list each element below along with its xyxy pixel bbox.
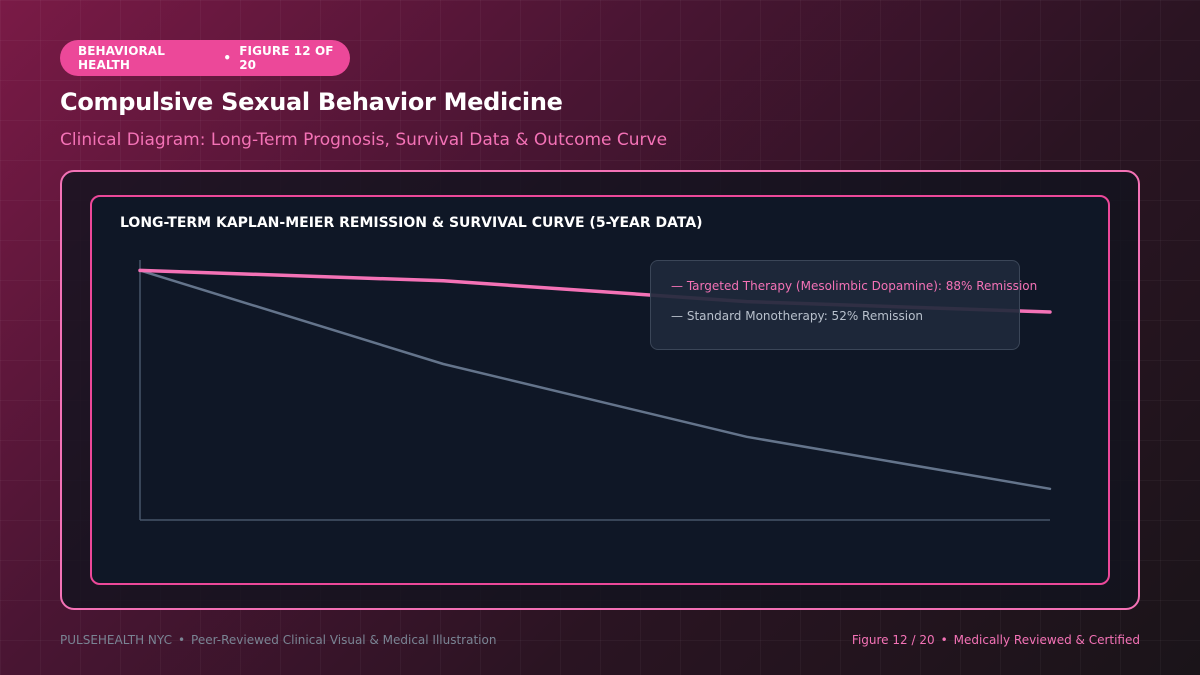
footer-right: Figure 12 / 20 • Medically Reviewed & Cert… (852, 633, 1140, 647)
footer-separator: • (177, 633, 186, 647)
legend-dash-standard: — (671, 309, 687, 323)
category-label: BEHAVIORAL HEALTH (78, 44, 165, 72)
page-subtitle: Clinical Diagram: Long-Term Prognosis, S… (60, 130, 668, 150)
footer-brand: PULSEHEALTH NYC (60, 633, 172, 647)
legend-dash-targeted: — (671, 279, 687, 293)
figure-label: FIGURE 12 OF 20 (239, 44, 334, 72)
badge-separator: • (223, 51, 232, 65)
footer-figure: Figure 12 / 20 (851, 633, 935, 647)
footer-left: PULSEHEALTH NYC • Peer-Reviewed Clinical V… (60, 633, 496, 647)
category-badge: BEHAVIORAL HEALTH • FIGURE 12 OF 20 (60, 40, 350, 76)
page-title: Compulsive Sexual Behavior Medicine (60, 88, 563, 116)
footer-separator-right: • (940, 633, 948, 647)
series-line-standard-monotherapy (138, 269, 1052, 491)
chart-legend: — Targeted Therapy (Mesolimbic Dopamine)… (650, 260, 1037, 350)
legend-label-targeted: Targeted Therapy (Mesolimbic Dopamine): … (686, 279, 1038, 293)
footer-certification: Medically Reviewed & Certified (953, 633, 1140, 647)
legend-label-standard: Standard Monotherapy: 52% Remission (686, 309, 924, 323)
legend-item-standard-monotherapy: — Standard Monotherapy: 52% Remission (671, 309, 923, 323)
footer-description: Peer-Reviewed Clinical Visual & Medical … (191, 633, 497, 647)
chart-title: LONG-TERM KAPLAN-MEIER REMISSION & SURVI… (120, 215, 703, 231)
legend-item-targeted-therapy: — Targeted Therapy (Mesolimbic Dopamine)… (671, 279, 1037, 293)
